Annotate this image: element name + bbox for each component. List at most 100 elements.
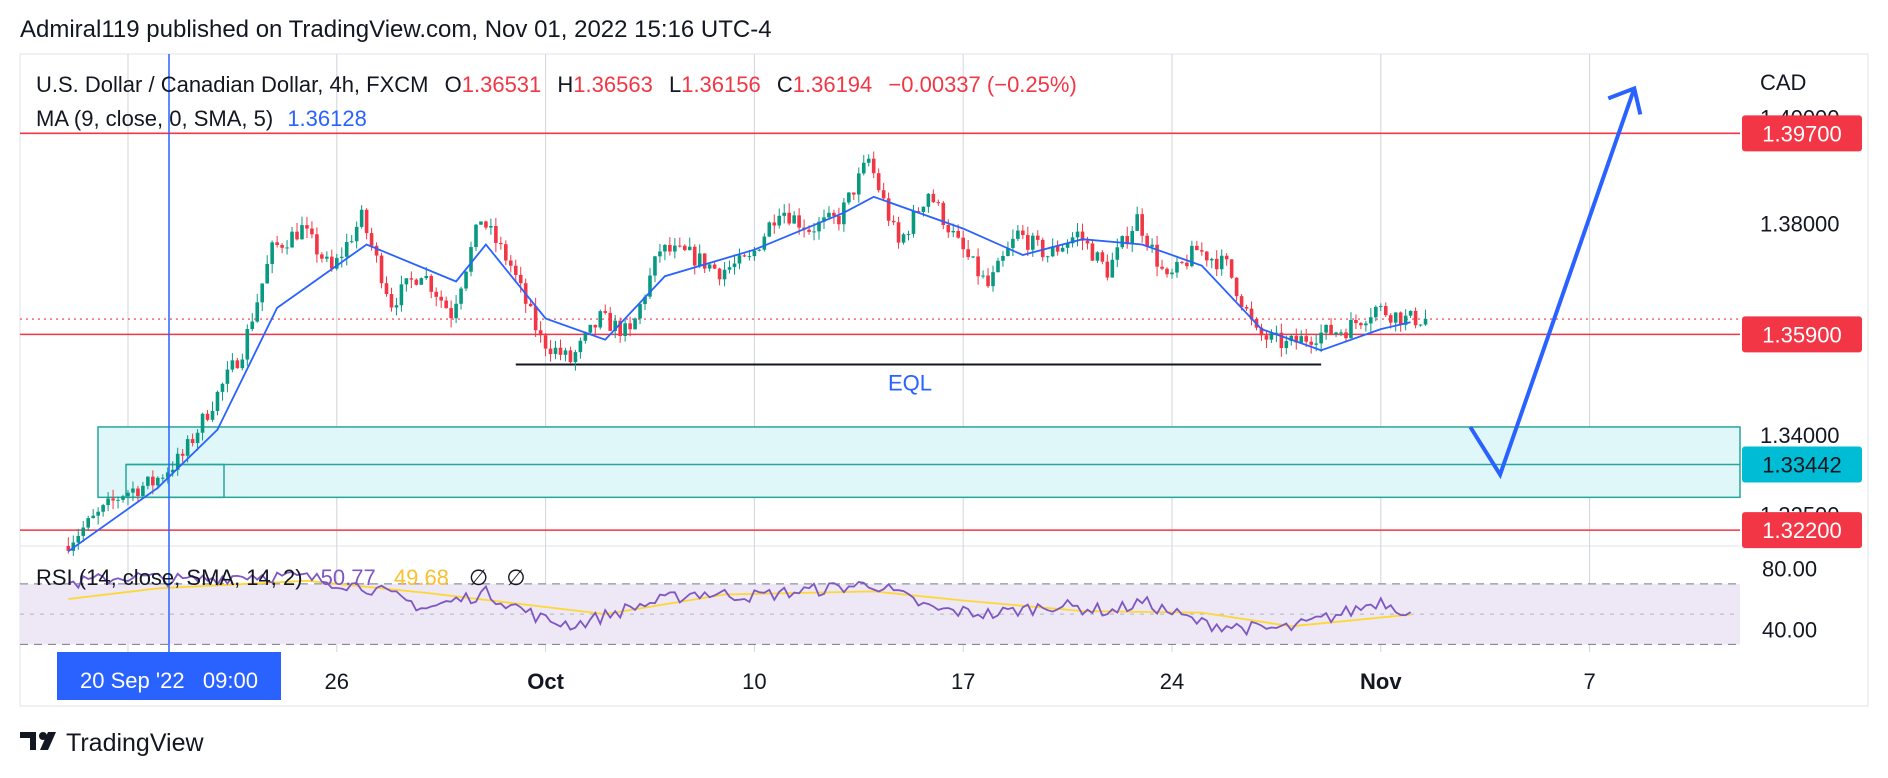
rsi-axis: 80.00 40.00 — [1762, 557, 1817, 643]
published-line: Admiral119 published on TradingView.com,… — [20, 16, 772, 43]
close-value: 1.36194 — [793, 72, 873, 97]
candle — [1155, 235, 1159, 277]
candle — [270, 240, 274, 274]
candle — [1403, 309, 1408, 331]
candle — [1160, 259, 1164, 271]
candle — [1021, 225, 1025, 240]
candle — [886, 192, 891, 227]
ma-legend[interactable]: MA (9, close, 0, SMA, 5) 1.36128 — [36, 106, 367, 131]
hide-icon-2[interactable]: ∅ — [506, 565, 525, 590]
candle — [528, 300, 533, 307]
symbol-legend[interactable]: U.S. Dollar / Canadian Dollar, 4h, FXCM … — [36, 72, 1077, 97]
candle — [598, 309, 603, 330]
candle — [434, 287, 439, 307]
candle — [325, 251, 329, 263]
candle — [334, 253, 339, 271]
candle — [175, 447, 180, 476]
candle — [757, 249, 762, 252]
candle — [653, 255, 657, 283]
candle — [220, 382, 225, 401]
candle — [1180, 260, 1184, 265]
candle — [310, 221, 314, 239]
candle — [394, 297, 399, 316]
candle — [200, 412, 205, 441]
candle — [1175, 257, 1179, 278]
candle — [822, 209, 826, 229]
open-label: O — [445, 72, 462, 97]
candle — [409, 271, 414, 289]
candle — [1224, 253, 1229, 266]
candle — [474, 224, 478, 251]
candle — [1150, 238, 1154, 253]
candle — [399, 275, 404, 312]
candle — [499, 236, 503, 250]
candle — [668, 237, 672, 256]
candle — [692, 244, 697, 275]
hide-icon-1[interactable]: ∅ — [469, 565, 488, 590]
candle — [847, 192, 851, 205]
candle — [1135, 206, 1139, 232]
candle — [1165, 267, 1169, 278]
candle — [648, 267, 652, 299]
candle — [633, 317, 637, 330]
ma-line — [67, 195, 1411, 553]
candle — [1408, 310, 1413, 318]
candle — [215, 390, 220, 416]
support-tag: 1.35900 — [1742, 316, 1862, 353]
candle — [787, 203, 791, 226]
candle — [1359, 321, 1363, 330]
candle — [235, 357, 240, 369]
candle — [1214, 250, 1219, 277]
candle — [320, 252, 324, 263]
candle — [837, 207, 841, 231]
projection-arrow[interactable] — [1468, 87, 1637, 480]
candle — [961, 230, 965, 258]
candle — [588, 324, 593, 334]
candle — [384, 276, 389, 297]
demand-zone — [97, 426, 1741, 499]
rsi-label: RSI (14, close, SMA, 14, 2) — [36, 565, 303, 590]
candle — [712, 262, 717, 270]
candle — [250, 313, 255, 332]
candle — [722, 262, 727, 287]
projection-arrowhead — [1607, 85, 1643, 115]
candle — [111, 489, 115, 510]
candle — [1016, 225, 1020, 241]
change-value: −0.00337 (−0.25%) — [888, 72, 1076, 97]
candle — [419, 277, 424, 285]
candle — [881, 182, 886, 202]
time-axis[interactable]: 26 Oct 10 17 24 Nov 7 — [325, 669, 1596, 694]
candle — [966, 239, 970, 260]
rsi-value: 50.77 — [321, 565, 376, 590]
candle — [1070, 232, 1075, 248]
candle — [926, 192, 931, 213]
candle — [1364, 320, 1368, 332]
candle — [1304, 328, 1309, 348]
rsi-tick: 40.00 — [1762, 617, 1817, 642]
candle — [513, 259, 518, 282]
candle — [1259, 323, 1264, 341]
candle — [996, 257, 1000, 273]
candle — [663, 243, 667, 261]
candle — [131, 481, 135, 502]
candle — [538, 321, 543, 343]
candle — [81, 521, 86, 542]
candle — [146, 476, 150, 490]
candle — [1065, 239, 1070, 254]
candle — [260, 283, 265, 312]
candle — [548, 339, 553, 362]
candle — [359, 205, 364, 229]
close-label: C — [777, 72, 793, 97]
candle — [86, 515, 91, 532]
open-value: 1.36531 — [462, 72, 542, 97]
candle — [1001, 251, 1005, 267]
candle — [638, 301, 642, 325]
candle — [469, 241, 473, 277]
candle — [896, 216, 901, 249]
candle — [459, 286, 463, 310]
candle — [1185, 254, 1189, 270]
candle — [1309, 336, 1313, 354]
rsi-legend[interactable]: RSI (14, close, SMA, 14, 2) 50.77 49.68 … — [36, 565, 526, 590]
candle — [205, 409, 210, 422]
